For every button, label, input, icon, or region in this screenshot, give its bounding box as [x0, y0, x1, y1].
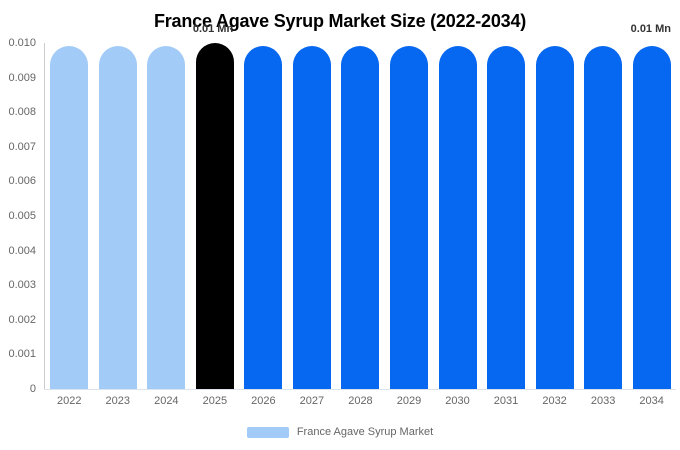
- bar-2024[interactable]: [147, 46, 186, 389]
- x-tick-2034: 2034: [639, 395, 664, 407]
- x-tick-2022: 2022: [57, 395, 82, 407]
- x-axis: 2022 2023 2024 2025 2026 2027 2028 2029 2030 2031…: [45, 395, 676, 407]
- legend-label: France Agave Syrup Market: [296, 426, 434, 438]
- legend-swatch: [246, 426, 289, 438]
- y-axis-line: [44, 43, 45, 389]
- y-tick-0.005: 0.005: [8, 210, 36, 222]
- x-tick-2027: 2027: [299, 395, 325, 407]
- y-tick-0.002: 0.002: [8, 313, 36, 326]
- bar-2023[interactable]: [98, 46, 137, 389]
- legend: France Agave Syrup Market: [0, 426, 680, 438]
- x-tick-2023: 2023: [105, 395, 131, 407]
- bar-band-2025: [191, 43, 240, 389]
- x-tick-2025: 2025: [202, 395, 228, 407]
- x-tick-2033: 2033: [590, 395, 616, 407]
- y-tick-0.004: 0.004: [8, 244, 36, 257]
- y-tick-0: 0: [29, 383, 36, 395]
- bar-band-2031: [482, 43, 531, 389]
- plot-area: [45, 43, 676, 389]
- bar-band-2026: [239, 43, 288, 389]
- x-tick-2030: 2030: [445, 395, 470, 407]
- bar-band-2029: [385, 43, 434, 389]
- y-tick-0.007: 0.007: [8, 140, 36, 153]
- data-label-2025: 0.01 Mn: [192, 23, 234, 35]
- x-tick-2024: 2024: [154, 395, 179, 407]
- bar-2027[interactable]: [292, 46, 331, 389]
- bar-band-2028: [336, 43, 385, 389]
- bar-band-2032: [530, 43, 579, 389]
- bar-2025[interactable]: [195, 43, 234, 389]
- x-tick-2032: 2032: [542, 395, 567, 407]
- x-tick-2031: 2031: [493, 395, 519, 407]
- bar-band-2033: [579, 43, 628, 389]
- bar-2026[interactable]: [244, 46, 283, 389]
- y-axis: 0.010 0.009 0.008 0.007 0.006 0.005 0.004 0.003…: [0, 37, 40, 395]
- y-tick-0.008: 0.008: [8, 106, 36, 119]
- bar-2031[interactable]: [487, 46, 526, 389]
- bar-band-2030: [433, 43, 482, 389]
- bar-2034[interactable]: [632, 46, 671, 389]
- y-tick-0.009: 0.009: [8, 71, 36, 84]
- x-tick-2029: 2029: [396, 395, 422, 407]
- x-tick-2028: 2028: [348, 395, 373, 407]
- bar-band-2022: [45, 43, 94, 389]
- bar-2028[interactable]: [341, 46, 380, 389]
- bar-band-2023: [94, 43, 143, 389]
- data-label-2034: 0.01 Mn: [630, 23, 671, 35]
- chart-title: France Agave Syrup Market Size (2022-203…: [153, 11, 527, 31]
- x-axis-line: [44, 389, 676, 390]
- bar-band-2027: [288, 43, 337, 389]
- y-tick-0.010: 0.010: [8, 37, 36, 49]
- bar-2030[interactable]: [438, 46, 477, 389]
- bar-2032[interactable]: [535, 46, 574, 389]
- legend-item-france-agave-syrup-market[interactable]: France Agave Syrup Market: [246, 426, 434, 438]
- bar-band-2034: [627, 43, 676, 389]
- bar-band-2024: [142, 43, 191, 389]
- y-tick-0.003: 0.003: [8, 279, 36, 292]
- y-tick-0.006: 0.006: [8, 175, 36, 188]
- x-tick-2026: 2026: [251, 395, 276, 407]
- y-tick-0.001: 0.001: [8, 348, 36, 361]
- bar-2022[interactable]: [50, 46, 89, 389]
- bar-2033[interactable]: [584, 46, 623, 389]
- bar-2029[interactable]: [389, 46, 428, 389]
